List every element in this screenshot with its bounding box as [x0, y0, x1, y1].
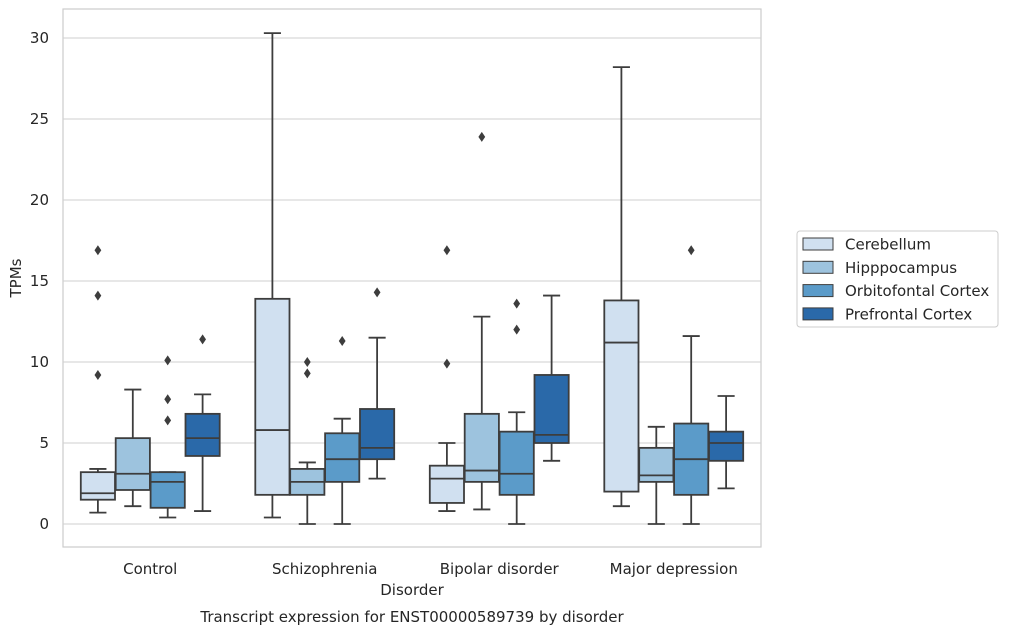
outlier-marker [303, 368, 311, 379]
box-group [184, 334, 221, 512]
legend-label: Orbitofontal Cortex [845, 282, 989, 300]
box-group [114, 388, 151, 508]
outlier-marker [164, 355, 172, 366]
x-axis-ticks: Control Schizophrenia Bipolar disorder Majo… [123, 560, 738, 578]
y-tick-label: 20 [30, 191, 49, 209]
box-group [428, 245, 465, 512]
box-group [324, 335, 361, 525]
outlier-marker [478, 131, 486, 142]
legend-frame [796, 230, 999, 328]
gridlines [63, 37, 761, 525]
outlier-marker [199, 334, 206, 345]
y-tick-label: 0 [39, 515, 49, 533]
box-group [463, 131, 500, 511]
box-group [149, 355, 186, 519]
outlier-marker [443, 245, 451, 256]
box-iqr [359, 408, 396, 461]
x-tick-label: Schizophrenia [272, 560, 377, 578]
box-iqr [708, 430, 745, 462]
x-tick-label: Major depression [610, 560, 738, 578]
outlier-marker [94, 290, 102, 301]
y-tick-label: 25 [30, 110, 49, 128]
outlier-marker [338, 335, 346, 346]
x-axis-label: Disorder [380, 581, 444, 599]
box-iqr [533, 374, 570, 444]
outlier-marker [513, 324, 521, 335]
box-group [359, 287, 396, 480]
legend-swatch [802, 237, 834, 251]
box-iqr [114, 437, 151, 491]
x-tick-label: Bipolar disorder [440, 560, 560, 578]
y-tick-label: 15 [30, 272, 49, 290]
box-iqr [149, 471, 186, 509]
box-iqr [324, 432, 361, 483]
outlier-marker [687, 245, 695, 256]
box-group [603, 66, 640, 508]
legend-label: Cerebellum [845, 236, 931, 254]
x-tick-label: Control [123, 560, 177, 578]
outlier-marker [303, 357, 311, 367]
box-groups [79, 32, 745, 525]
chart-caption: Transcript expression for ENST0000058973… [199, 608, 624, 626]
box-group [708, 395, 745, 490]
y-tick-label: 10 [30, 353, 49, 371]
legend-swatch [802, 260, 834, 274]
box-iqr [603, 299, 640, 493]
outlier-marker [443, 358, 451, 369]
box-group [289, 357, 326, 525]
y-axis-ticks: 0 5 10 15 20 25 30 [30, 29, 49, 533]
legend-label: Prefrontal Cortex [845, 305, 972, 323]
box-iqr [638, 446, 675, 483]
outlier-marker [164, 415, 172, 426]
legend: Cerebellum Hipppocampus Orbitofontal Corte… [796, 230, 999, 328]
box-group [79, 245, 116, 514]
box-group [498, 298, 535, 525]
legend-label: Hipppocampus [845, 259, 957, 277]
box-group [254, 32, 291, 519]
y-tick-label: 30 [30, 29, 49, 47]
outlier-marker [94, 245, 102, 256]
box-iqr [254, 297, 291, 496]
outlier-marker [513, 298, 521, 309]
box-iqr [428, 464, 465, 504]
box-iqr [498, 430, 535, 496]
box-iqr [79, 471, 116, 501]
box-iqr [463, 412, 500, 483]
outlier-marker [373, 287, 381, 298]
legend-swatch [802, 284, 834, 298]
outlier-marker [94, 369, 102, 380]
box-group [533, 294, 570, 462]
y-axis-label: TPMs [7, 258, 25, 298]
outlier-marker [164, 394, 172, 405]
legend-swatch [802, 307, 834, 321]
y-tick-label: 5 [39, 434, 49, 452]
box-iqr [184, 412, 221, 457]
